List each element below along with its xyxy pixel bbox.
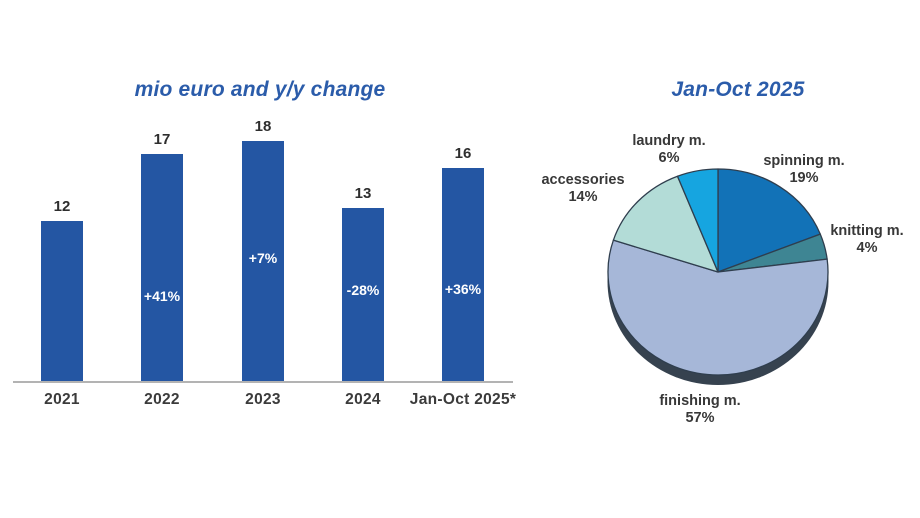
pie-label-percent: 57%	[685, 410, 715, 426]
bar-value-label: 13	[354, 184, 372, 202]
pie-label-percent: 4%	[856, 240, 878, 256]
bar-chart-title: mio euro and y/y change	[134, 78, 386, 101]
pie-label-laundry-m: laundry m. 6%	[632, 133, 705, 167]
pie-label-knitting-m: knitting m. 4%	[830, 223, 903, 257]
bar-value-label: 18	[254, 118, 272, 135]
bar-2024	[342, 207, 384, 381]
pie-label-spinning-m: spinning m. 19%	[763, 153, 844, 187]
pie-label-name: knitting m.	[830, 223, 904, 239]
pie-chart-title: Jan-Oct 2025	[671, 78, 805, 101]
pie-label-name: spinning m.	[763, 153, 845, 169]
bar-chart-panel: mio euro and y/y change 12 2021 17 +41% 2022…	[13, 78, 517, 408]
pie-slice-accessories	[612, 175, 719, 273]
pie-label-percent: 19%	[789, 170, 819, 186]
pie-slice-spinning-m	[717, 168, 821, 273]
bar-pct-change-label: +41%	[143, 288, 181, 304]
bar-pct-change-label: -28%	[346, 282, 380, 298]
pie-label-accessories: accessories 14%	[541, 172, 624, 206]
pie-label-name: finishing m.	[659, 393, 741, 409]
bar-pct-change-label: +36%	[444, 281, 482, 297]
x-axis-tick-label: 2024	[345, 391, 381, 408]
x-axis-tick-label: 2022	[144, 391, 180, 408]
x-axis-tick-label: 2023	[245, 391, 281, 408]
pie-slice-finishing-m	[607, 239, 829, 376]
pie-label-name: laundry m.	[632, 133, 706, 149]
pie-label-finishing-m: finishing m. 57%	[659, 393, 740, 427]
bar-2021	[41, 221, 83, 381]
bar-Jan-Oct 2025*	[442, 167, 484, 381]
x-axis-tick-label: 2021	[44, 391, 80, 408]
pie-chart-panel: Jan-Oct 2025 spinning m. 19% knitting m. 4%…	[520, 0, 920, 518]
pie-label-percent: 14%	[568, 189, 598, 205]
bar-value-label: 16	[454, 144, 472, 162]
pie-chart	[607, 168, 829, 385]
bar-value-label: 17	[153, 131, 171, 149]
x-axis-line	[13, 381, 513, 383]
pie-slice-laundry-m	[676, 168, 719, 273]
pie-label-percent: 6%	[658, 150, 680, 166]
x-axis-tick-label: Jan-Oct 2025*	[409, 391, 517, 408]
bar-value-label: 12	[53, 198, 71, 215]
bar-2023	[242, 141, 284, 381]
bar-chart: 12 2021 17 +41% 2022 18 +7% 2023 13 -28% 2024 16 +36…	[13, 118, 517, 408]
bar-2022	[141, 154, 183, 381]
bar-pct-change-label: +7%	[248, 250, 278, 266]
pie-label-name: accessories	[541, 172, 625, 188]
